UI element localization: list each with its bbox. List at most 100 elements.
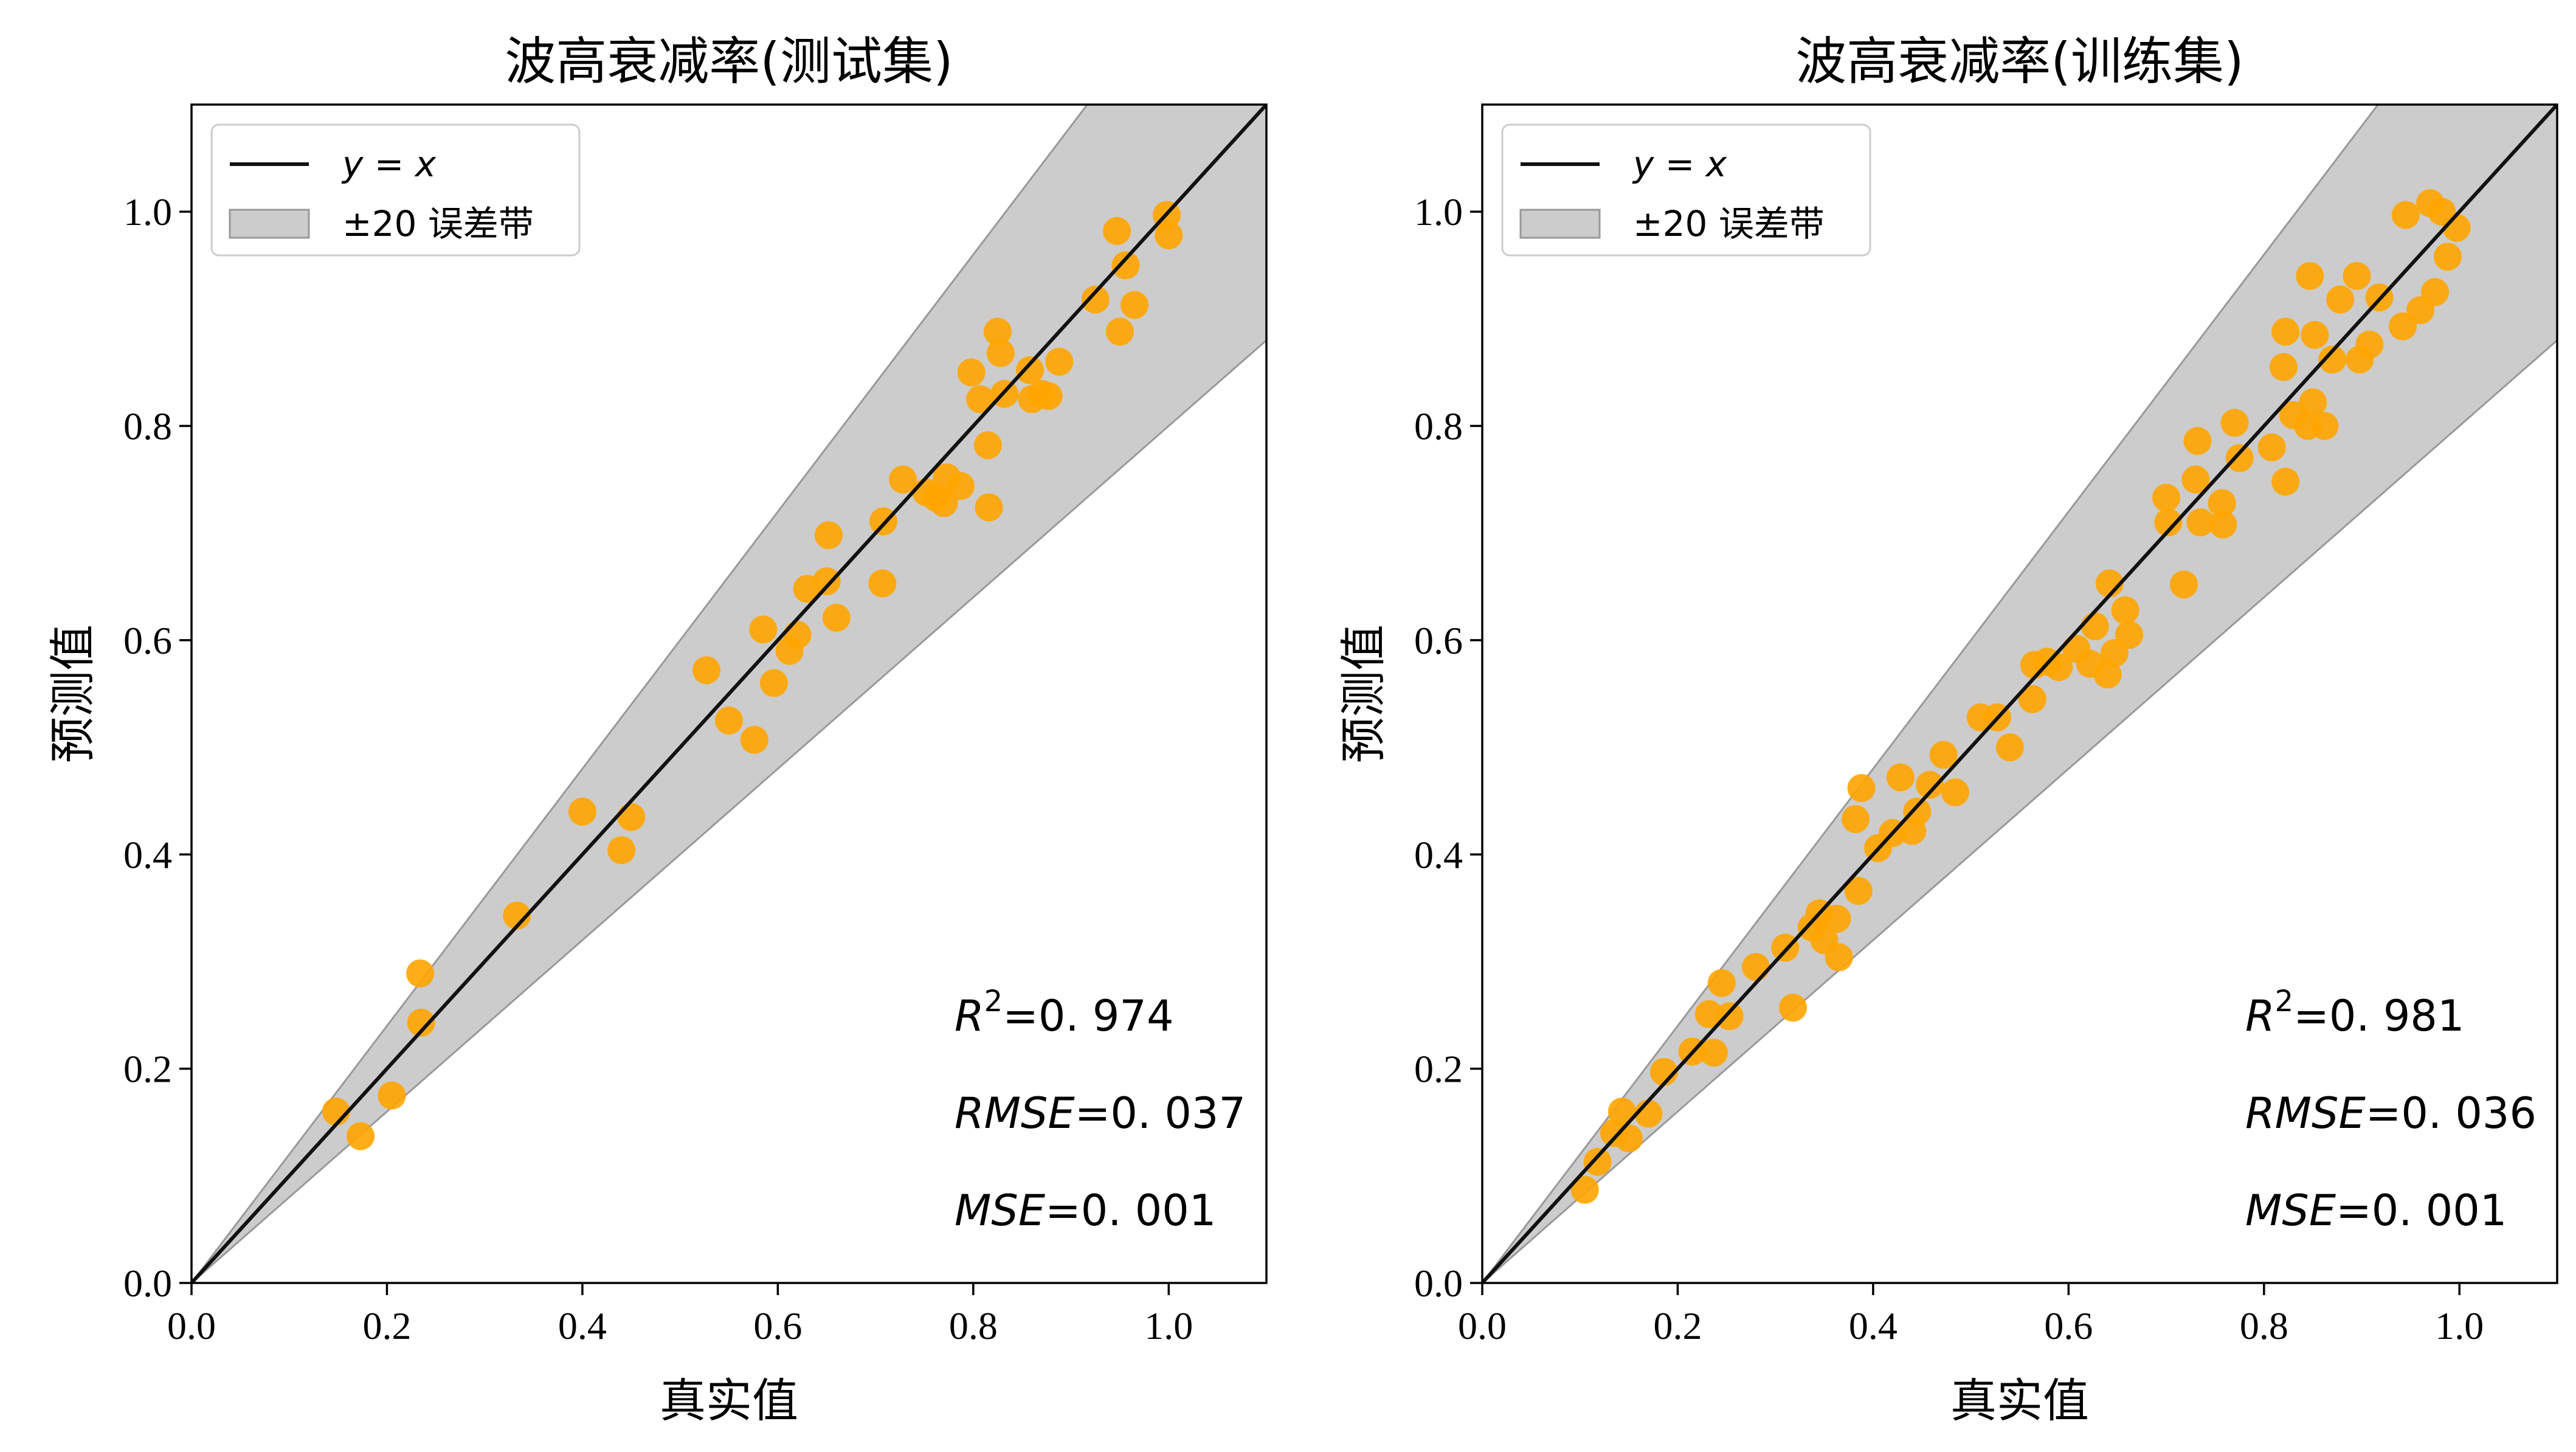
x-tick-label: 0.6 <box>753 1304 802 1347</box>
y-tick-label: 0.2 <box>123 1048 172 1091</box>
x-tick-label: 1.0 <box>2435 1304 2484 1347</box>
data-point <box>1823 904 1851 933</box>
metric-r: R2=0. 974 <box>955 984 1174 1041</box>
y-tick-label: 0.6 <box>1414 619 1463 662</box>
data-point <box>1103 216 1131 245</box>
x-tick-label: 1.0 <box>1144 1304 1193 1347</box>
y-tick-label: 0.4 <box>123 833 172 876</box>
data-point <box>1903 797 1932 826</box>
data-point <box>2186 508 2215 537</box>
x-tick-label: 0.2 <box>362 1304 411 1347</box>
metric-r: R2=0. 981 <box>2245 984 2465 1041</box>
data-point <box>2257 433 2286 462</box>
y-tick-label: 0.0 <box>123 1262 172 1305</box>
metric-mse: MSE=0. 001 <box>2245 1186 2507 1236</box>
plot-frame <box>1481 103 2558 1284</box>
reference-line <box>1482 105 2557 1283</box>
data-point <box>2181 465 2210 494</box>
legend: y = x ±20 误差带 <box>210 123 581 257</box>
x-tick-label: 0.4 <box>558 1304 607 1347</box>
data-point <box>2301 320 2329 349</box>
data-point <box>1707 969 1736 997</box>
data-point <box>1941 778 1969 807</box>
data-point <box>759 669 788 697</box>
data-point <box>1081 285 1110 314</box>
legend: y = x ±20 误差带 <box>1501 123 1871 257</box>
data-point <box>2355 330 2384 359</box>
y-tick-label: 0.8 <box>123 405 172 448</box>
data-point <box>2269 353 2298 381</box>
metric-rmse: RMSE=0. 036 <box>2245 1088 2536 1138</box>
x-tick-label: 0.4 <box>1849 1304 1897 1347</box>
data-point <box>2209 510 2237 539</box>
x-axis-label: 真实值 <box>660 1374 798 1428</box>
legend-label-band: ±20 误差带 <box>1633 203 1825 244</box>
y-tick-label: 0.2 <box>1414 1048 1463 1091</box>
y-axis-label: 预测值 <box>1336 624 1390 763</box>
data-point <box>1583 1147 1612 1176</box>
data-point <box>347 1122 375 1150</box>
data-point <box>2152 483 2181 512</box>
chart-test-set: 波高衰减率(测试集) 真实值 预测值 0.0 0.2 0.4 0.6 0.8 1.0 0.0… <box>46 32 1268 1428</box>
data-point <box>1111 251 1140 280</box>
data-point <box>984 317 1012 346</box>
data-point <box>2093 660 2122 689</box>
data-point <box>1615 1124 1643 1153</box>
data-point <box>1715 1002 1744 1031</box>
data-point <box>1016 356 1045 384</box>
data-point <box>1607 1098 1636 1126</box>
data-point <box>692 656 721 685</box>
x-axis-label: 真实值 <box>1950 1374 2089 1428</box>
data-point <box>814 521 843 550</box>
y-tick-label: 0.0 <box>1414 1262 1463 1305</box>
data-point <box>2225 444 2254 472</box>
data-point <box>2170 570 2198 599</box>
data-point <box>975 493 1003 522</box>
data-point <box>1841 805 1870 834</box>
chart-train-set: 波高衰减率(训练集) 真实值 预测值 0.0 0.2 0.4 0.6 0.8 1.0 0.0… <box>1336 32 2558 1428</box>
data-point <box>2154 508 2183 537</box>
data-point <box>1916 770 1944 799</box>
data-point <box>740 725 768 754</box>
data-point <box>1847 774 1876 803</box>
data-point <box>986 339 1015 367</box>
legend-label-line: y = x <box>341 143 437 185</box>
y-axis-label: 预测值 <box>46 624 100 763</box>
data-point <box>812 567 841 596</box>
x-tick-label: 0.8 <box>949 1304 998 1347</box>
data-point <box>1034 382 1063 410</box>
data-point <box>2271 317 2300 346</box>
metric-rmse: RMSE=0. 037 <box>955 1088 1246 1138</box>
x-tick-label: 0.8 <box>2240 1304 2288 1347</box>
data-point <box>378 1081 406 1110</box>
x-tick-label: 0.6 <box>2044 1304 2093 1347</box>
data-point <box>406 959 435 987</box>
chart-title: 波高衰减率(测试集) <box>505 32 953 91</box>
data-point <box>2208 489 2236 517</box>
data-point <box>2220 409 2249 437</box>
data-point <box>2343 261 2371 290</box>
data-point <box>2095 569 2124 598</box>
data-point <box>2391 201 2420 229</box>
data-point <box>1995 733 2024 762</box>
data-point <box>407 1008 435 1037</box>
legend-label-line: y = x <box>1632 143 1727 185</box>
data-point <box>1699 1039 1728 1067</box>
data-point <box>617 803 646 831</box>
data-point <box>1570 1175 1599 1204</box>
data-point <box>973 431 1002 460</box>
data-point <box>2271 468 2300 496</box>
data-point <box>503 901 531 930</box>
chart-title: 波高衰减率(训练集) <box>1795 32 2244 91</box>
data-point <box>1649 1057 1678 1086</box>
data-point <box>2018 685 2046 713</box>
data-point <box>2326 285 2355 314</box>
data-point <box>1929 741 1958 769</box>
y-tick-label: 0.6 <box>123 619 172 662</box>
data-point <box>1825 943 1853 972</box>
data-point <box>2080 612 2109 641</box>
data-point <box>2421 278 2450 306</box>
x-tick-label: 0.0 <box>1458 1304 1507 1347</box>
data-point <box>749 615 778 644</box>
x-tick-label: 0.2 <box>1653 1304 1702 1347</box>
